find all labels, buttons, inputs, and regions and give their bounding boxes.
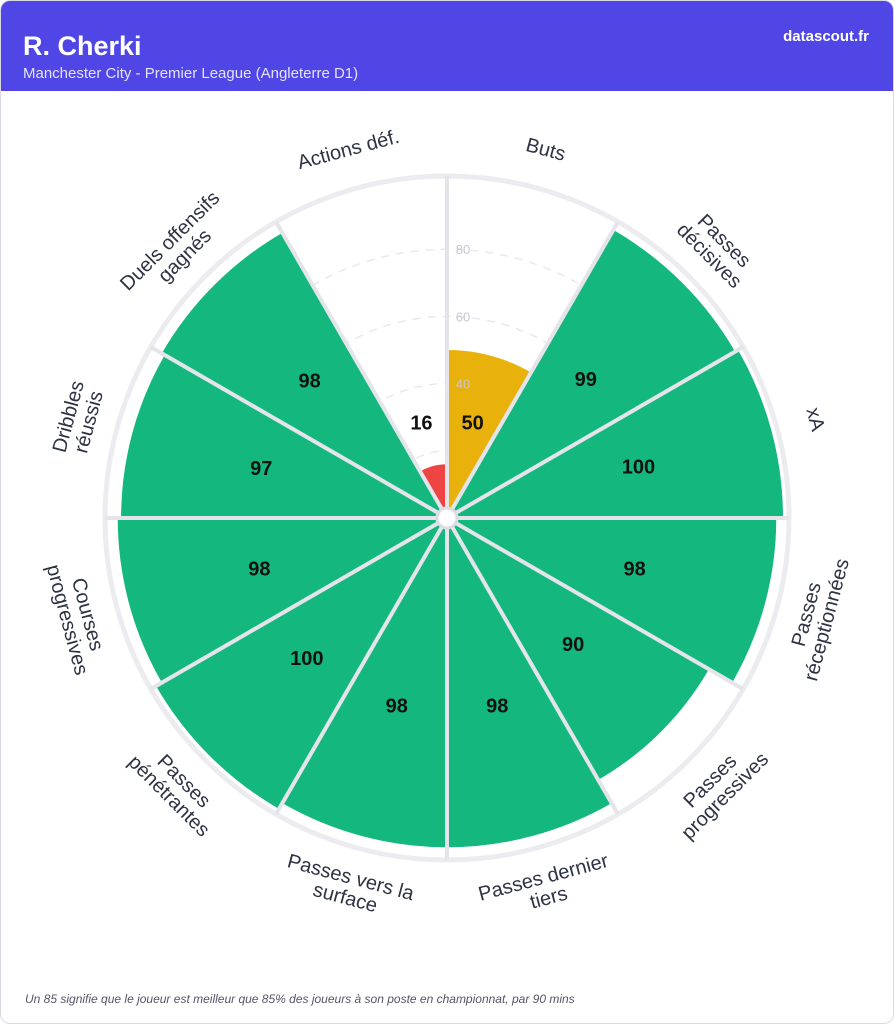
spoke-line	[149, 516, 448, 691]
value-label: 98	[624, 558, 646, 580]
spoke-line	[274, 516, 449, 816]
wedge-passes-réceptionnées	[447, 518, 777, 683]
wedge-passes-dernier-tiers	[447, 518, 612, 848]
wedge-buts	[447, 350, 531, 518]
wedge-passes-décisives	[447, 229, 736, 519]
category-label: Buts	[523, 134, 567, 166]
category-label-line: xA	[801, 405, 828, 434]
wedge-passes-progressives	[447, 518, 709, 780]
spoke-line	[274, 220, 449, 519]
value-label: 50	[462, 412, 484, 434]
category-label-line: Buts	[523, 134, 567, 166]
gridline-label: 60	[456, 309, 470, 324]
value-label: 16	[410, 413, 432, 435]
wedge-dribbles-réussis	[121, 355, 447, 518]
value-label: 97	[250, 458, 272, 480]
team-league-subtitle: Manchester City - Premier League (Anglet…	[23, 65, 359, 82]
wedge-passes-pénétrantes	[156, 518, 448, 809]
value-label: 98	[386, 696, 408, 718]
spoke-line	[445, 345, 745, 520]
spoke-line	[445, 220, 620, 519]
spoke-line	[445, 516, 620, 816]
wedge-passes-vers-la-surface	[282, 518, 447, 848]
value-label: 100	[290, 648, 323, 670]
site-watermark: datascout.fr	[783, 28, 869, 45]
header-banner: R. Cherki Manchester City - Premier Leag…	[1, 1, 893, 91]
category-label: Actions déf.	[295, 126, 402, 174]
center-hub	[435, 506, 459, 530]
wedge-duels-offensifs-gagnés	[161, 232, 448, 519]
category-label: xA	[801, 405, 828, 434]
percentile-pizza-chart: 40 60 80 50 99 100 98 90 98 98 100 98 97 98 16 Buts Pass…	[42, 126, 854, 917]
value-label: 98	[248, 558, 270, 580]
value-label: 100	[622, 457, 655, 479]
wedge-xa	[447, 350, 783, 518]
wedge-courses-progressives	[117, 518, 447, 683]
value-label: 98	[486, 696, 508, 718]
value-label: 99	[575, 369, 597, 391]
gridline-label: 40	[456, 377, 470, 392]
spoke-line	[149, 345, 448, 520]
category-label-line: Actions déf.	[295, 126, 402, 174]
value-label: 90	[562, 634, 584, 656]
gridline-label: 80	[456, 242, 470, 257]
player-name: R. Cherki	[23, 31, 142, 61]
spoke-line	[445, 516, 745, 691]
value-label: 98	[299, 371, 321, 393]
percentile-footnote: Un 85 signifie que le joueur est meilleu…	[25, 992, 575, 1006]
